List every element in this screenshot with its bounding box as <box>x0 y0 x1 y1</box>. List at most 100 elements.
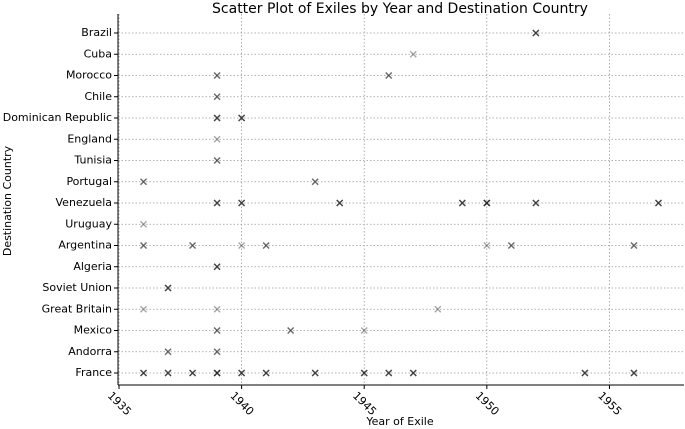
point <box>483 199 491 207</box>
point <box>262 369 270 377</box>
point <box>213 199 221 207</box>
y-tick-label: Venezuela <box>56 196 113 209</box>
point <box>213 93 221 101</box>
x-tick-label: 1935 <box>105 389 134 418</box>
point <box>164 369 172 377</box>
point <box>140 369 148 377</box>
point <box>409 50 417 58</box>
y-tick-label: Soviet Union <box>42 281 112 294</box>
point <box>213 114 221 122</box>
y-tick-label: Algeria <box>73 260 112 273</box>
x-tick-label: 1950 <box>473 389 502 418</box>
point <box>483 199 491 207</box>
point <box>189 242 197 249</box>
point <box>213 348 221 356</box>
x-tick-label: 1940 <box>227 389 256 418</box>
point <box>630 242 638 249</box>
point <box>287 327 295 334</box>
point <box>164 284 172 292</box>
point <box>360 369 368 377</box>
point <box>630 369 638 377</box>
point <box>409 369 417 377</box>
point <box>213 157 221 164</box>
point <box>213 327 221 334</box>
point <box>213 72 221 79</box>
point <box>213 93 221 101</box>
y-tick-label: Andorra <box>68 345 112 358</box>
point <box>434 305 442 313</box>
point <box>213 369 221 377</box>
point <box>238 114 246 122</box>
point <box>213 263 221 271</box>
point <box>336 199 344 207</box>
point <box>483 242 491 249</box>
point <box>213 114 221 122</box>
point <box>360 327 368 334</box>
point <box>140 369 148 377</box>
y-tick-label: Chile <box>84 90 112 103</box>
y-tick-label: Uruguay <box>65 217 112 230</box>
point <box>262 369 270 377</box>
point <box>262 242 270 249</box>
y-tick-label: Brazil <box>81 26 112 39</box>
point <box>213 369 221 377</box>
point <box>140 305 148 313</box>
point <box>532 29 540 37</box>
point <box>532 29 540 37</box>
point <box>213 157 221 164</box>
point <box>213 263 221 271</box>
point <box>385 369 393 377</box>
point <box>385 369 393 377</box>
point <box>140 220 148 228</box>
point <box>581 369 589 377</box>
point <box>164 369 172 377</box>
point <box>483 199 491 207</box>
point <box>213 263 221 271</box>
point <box>409 369 417 377</box>
point <box>238 242 246 249</box>
chart-title: Scatter Plot of Exiles by Year and Desti… <box>212 1 588 17</box>
point <box>238 369 246 377</box>
point <box>581 369 589 377</box>
y-tick-label: Great Britain <box>42 302 112 315</box>
point <box>654 199 662 207</box>
point <box>140 178 148 186</box>
point <box>213 369 221 377</box>
point <box>311 369 319 377</box>
point <box>238 369 246 377</box>
point <box>238 369 246 377</box>
point <box>140 178 148 186</box>
point <box>262 369 270 377</box>
grid <box>118 14 684 385</box>
point <box>630 369 638 377</box>
point <box>311 178 319 186</box>
point <box>581 369 589 377</box>
point <box>164 369 172 377</box>
point <box>311 369 319 377</box>
point <box>532 29 540 37</box>
point <box>213 327 221 334</box>
point <box>630 369 638 377</box>
y-tick-label: England <box>67 132 112 145</box>
point <box>654 199 662 207</box>
point <box>213 199 221 207</box>
point <box>311 369 319 377</box>
point <box>238 199 246 207</box>
point <box>213 135 221 143</box>
point <box>336 199 344 207</box>
point <box>238 114 246 122</box>
point <box>189 369 197 377</box>
point <box>385 72 393 79</box>
point <box>630 242 638 249</box>
y-axis-label: Destination Country <box>1 145 14 256</box>
point <box>238 114 246 122</box>
point <box>164 348 172 356</box>
y-tick-label: Dominican Republic <box>3 111 112 124</box>
point <box>458 199 466 207</box>
point <box>311 178 319 186</box>
point <box>458 199 466 207</box>
point <box>213 72 221 79</box>
point <box>213 199 221 207</box>
point <box>140 242 148 249</box>
point <box>140 369 148 377</box>
